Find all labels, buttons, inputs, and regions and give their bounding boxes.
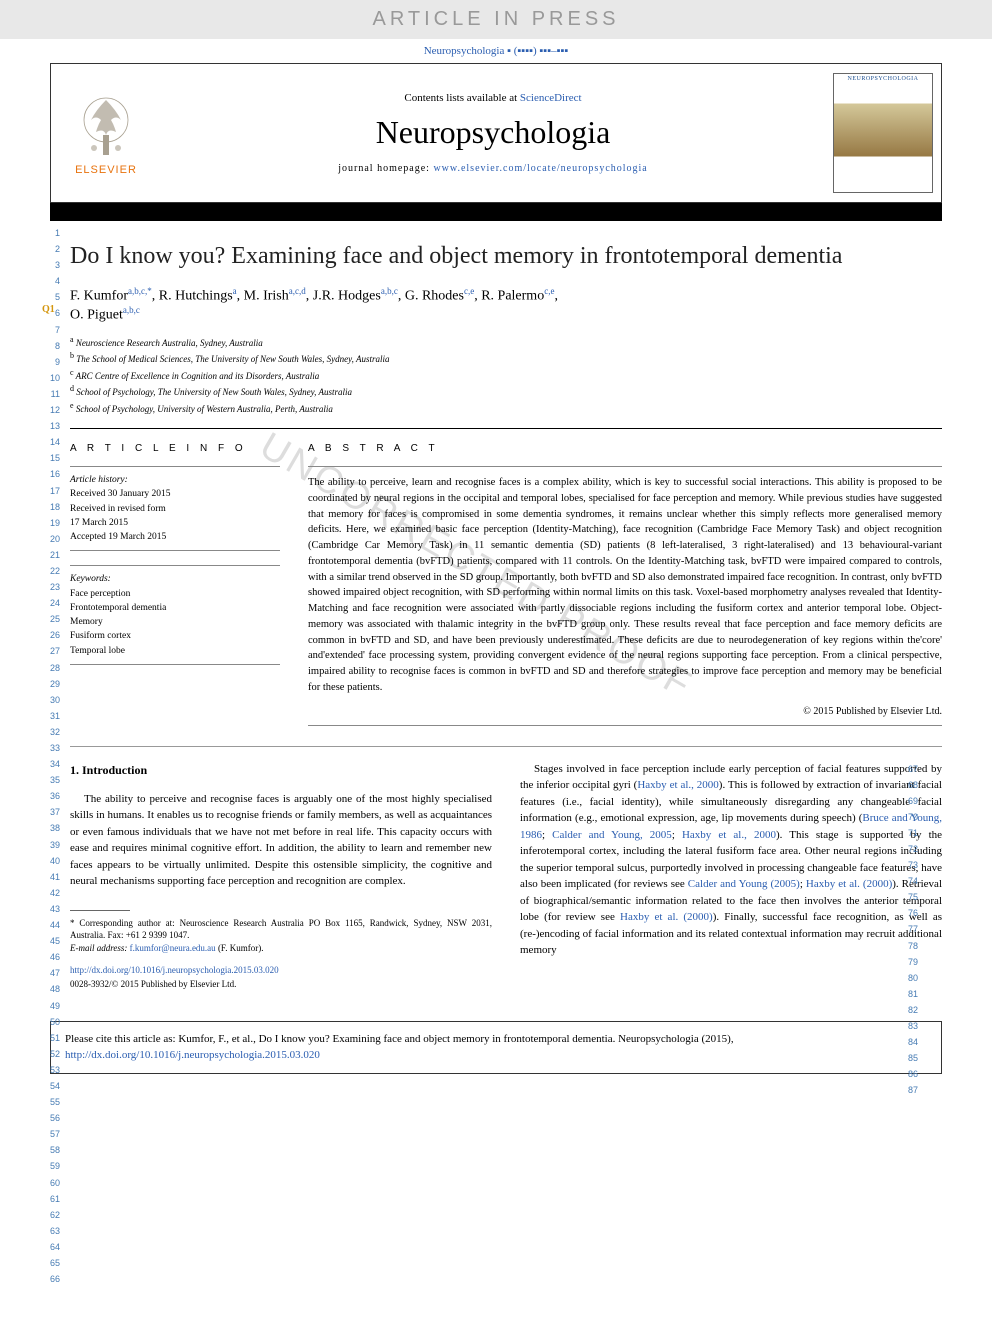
sciencedirect-line: Contents lists available at ScienceDirec… (161, 92, 825, 104)
line-numbers-left: 1234567891011121314151617181920212223242… (40, 225, 60, 1287)
top-citation: Neuropsychologia ▪ (▪▪▪▪) ▪▪▪–▪▪▪ (0, 39, 992, 63)
abstract-top-rule (308, 466, 942, 467)
affil-e: School of Psychology, University of West… (76, 404, 333, 414)
footnotes: * Corresponding author at: Neuroscience … (70, 917, 492, 955)
sciencedirect-link[interactable]: ScienceDirect (520, 92, 582, 104)
affil-b: The School of Medical Sciences, The Univ… (76, 354, 389, 364)
homepage-link[interactable]: www.elsevier.com/locate/neuropsychologia (433, 163, 647, 174)
author-6-affil[interactable]: c,e (544, 286, 554, 296)
email-suffix: (F. Kumfor). (216, 943, 264, 953)
query-marker-q1: Q1 (42, 304, 55, 315)
elsevier-logo: ELSEVIER (51, 82, 161, 184)
top-citation-link[interactable]: Neuropsychologia ▪ (▪▪▪▪) ▪▪▪–▪▪▪ (424, 45, 569, 57)
email-label: E-mail address: (70, 943, 130, 953)
article-in-press-banner: ARTICLE IN PRESS (0, 0, 992, 39)
ref-calder-young-2005-1[interactable]: Calder and Young, 2005 (552, 829, 672, 841)
authors-block: Q1 F. Kumfora,b,c,*, R. Hutchingsa, M. I… (70, 286, 942, 323)
keywords-label: Keywords: (70, 572, 280, 586)
journal-name: Neuropsychologia (161, 114, 825, 151)
keyword-2: Frontotemporal dementia (70, 601, 280, 615)
journal-homepage: journal homepage: www.elsevier.com/locat… (161, 163, 825, 174)
article-title: Do I know you? Examining face and object… (70, 241, 942, 272)
keyword-4: Fusiform cortex (70, 629, 280, 643)
p2-c: ; (542, 829, 552, 841)
doi-block: http://dx.doi.org/10.1016/j.neuropsychol… (70, 964, 492, 991)
ref-calder-young-2005-2[interactable]: Calder and Young (2005) (688, 878, 800, 890)
ref-haxby-2000-3[interactable]: Haxby et al. (2000) (806, 878, 892, 890)
author-5: , G. Rhodes (398, 289, 464, 304)
received-date: Received 30 January 2015 (70, 487, 280, 501)
affiliations: a Neuroscience Research Australia, Sydne… (70, 334, 942, 417)
ref-haxby-2000-1[interactable]: Haxby et al., 2000 (637, 779, 718, 791)
author-4-affil[interactable]: a,b,c (381, 286, 398, 296)
keyword-1: Face perception (70, 587, 280, 601)
elsevier-brand-text: ELSEVIER (75, 164, 137, 176)
p2-d: ; (672, 829, 682, 841)
sd-prefix: Contents lists available at (404, 92, 519, 104)
author-1: F. Kumfor (70, 289, 128, 304)
journal-header: ELSEVIER Contents lists available at Sci… (50, 63, 942, 203)
elsevier-tree-icon (76, 90, 136, 160)
revised-label: Received in revised form (70, 502, 280, 516)
intro-para-2: Stages involved in face perception inclu… (520, 761, 942, 959)
keyword-5: Temporal lobe (70, 644, 280, 658)
intro-heading: 1. Introduction (70, 761, 492, 779)
affil-a: Neuroscience Research Australia, Sydney,… (76, 338, 263, 348)
cover-title: NEUROPSYCHOLOGIA (834, 74, 932, 84)
doi-link[interactable]: http://dx.doi.org/10.1016/j.neuropsychol… (70, 965, 279, 975)
journal-cover-thumbnail: NEUROPSYCHOLOGIA (833, 73, 933, 193)
abstract-text: The ability to perceive, learn and recog… (308, 475, 942, 696)
author-4: , J.R. Hodges (306, 289, 381, 304)
author-7-affil[interactable]: a,b,c (123, 305, 140, 315)
body-divider (70, 746, 942, 747)
citation-box: Please cite this article as: Kumfor, F.,… (50, 1021, 942, 1074)
revised-date: 17 March 2015 (70, 516, 280, 530)
homepage-label: journal homepage: (338, 163, 433, 174)
ref-haxby-2000-2[interactable]: Haxby et al., 2000 (682, 829, 776, 841)
cite-doi-link[interactable]: http://dx.doi.org/10.1016/j.neuropsychol… (65, 1049, 320, 1061)
history-label: Article history: (70, 473, 280, 487)
author-5-affil[interactable]: c,e (464, 286, 474, 296)
keywords-block: Keywords: Face perception Frontotemporal… (70, 565, 280, 665)
author-3-affil[interactable]: a,c,d (289, 286, 306, 296)
author-1-affil[interactable]: a,b,c,* (128, 286, 152, 296)
line-numbers-right: 6768697071727374757677787980818283848586… (908, 761, 918, 1099)
corresponding-author: * Corresponding author at: Neuroscience … (70, 917, 492, 942)
author-7: O. Piguet (70, 308, 123, 323)
intro-para-1: The ability to perceive and recognise fa… (70, 791, 492, 890)
author-6: , R. Palermo (474, 289, 544, 304)
email-link[interactable]: f.kumfor@neura.edu.au (130, 943, 216, 953)
abstract-copyright: © 2015 Published by Elsevier Ltd. (308, 706, 942, 717)
cite-text: Please cite this article as: Kumfor, F.,… (65, 1033, 734, 1045)
author-sep: , (554, 289, 558, 304)
accepted-date: Accepted 19 March 2015 (70, 530, 280, 544)
author-2: , R. Hutchings (152, 289, 233, 304)
abstract-bottom-rule (308, 725, 942, 726)
affil-c: ARC Centre of Excellence in Cognition an… (76, 371, 320, 381)
article-history: Article history: Received 30 January 201… (70, 466, 280, 551)
ref-haxby-2000-4[interactable]: Haxby et al. (2000) (620, 911, 713, 923)
keyword-3: Memory (70, 615, 280, 629)
footnote-separator (70, 910, 130, 911)
article-info-heading: a r t i c l e i n f o (70, 443, 280, 454)
affil-d: School of Psychology, The University of … (76, 387, 352, 397)
divider-top (70, 428, 942, 429)
abstract-heading: a b s t r a c t (308, 443, 942, 454)
author-3: , M. Irish (237, 289, 289, 304)
black-divider-bar (50, 203, 942, 221)
issn-line: 0028-3932/© 2015 Published by Elsevier L… (70, 979, 236, 989)
